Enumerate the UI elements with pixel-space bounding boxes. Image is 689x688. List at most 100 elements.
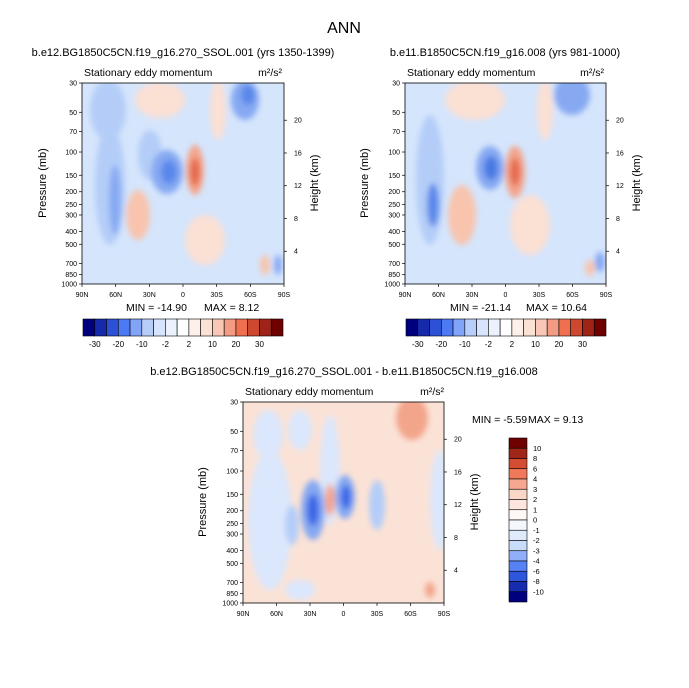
panel-1-colorbar-label: -2 [162,340,170,349]
panel-1-colorbar-swatch [94,318,107,337]
panel-1-x-tick-label: 60N [109,292,122,299]
panel-2-y-tick-label: 850 [388,272,400,279]
panel-1-colorbar-swatch [270,318,284,337]
panel-diff-y-tick-label: 500 [226,561,238,568]
panel-2-contour-neg [595,252,605,272]
panel-2: b.e11.B1850C5CN.f19_g16.008 (yrs 981-100… [359,47,643,349]
panel-1-colorbar-swatch [188,318,201,337]
panel-diff-colorbar-swatch [508,499,528,511]
panel-1-contour-neg [161,160,177,184]
panel-2-colorbar-label: 2 [510,340,515,349]
panel-2-x-tick-label: 0 [504,292,508,299]
panel-diff-y-tick-label: 70 [230,448,238,455]
panel-2-colorbar-label: 20 [554,340,563,349]
panel-1-colorbar-swatch [259,318,272,337]
panel-2-x-tick-label: 30S [533,292,546,299]
panel-diff-x-tick-label: 90N [237,611,250,618]
panel-2-colorbar-swatch [593,318,607,337]
panel-1-contour-pos [126,190,150,240]
panel-2-contour-neg [554,83,590,115]
panel-2-colorbar-swatch [429,318,442,337]
panel-diff-colorbar-swatch [508,519,528,531]
panel-diff-colorbar-label: 10 [533,444,541,453]
panel-diff-y-tick-label: 700 [226,580,238,587]
panel-1-colorbar-swatch [141,318,154,337]
panel-2-colorbar-swatch [488,318,501,337]
panel-1-contour-neg [274,255,282,275]
panel-diff-x-tick-label: 30N [304,611,317,618]
panel-1-y-tick-label: 50 [69,110,77,117]
panel-2-y-tick-label: 400 [388,229,400,236]
panel-2-colorbar-swatch [476,318,489,337]
panel-diff-colorbar-label: 2 [533,495,537,504]
panel-diff-colorbar-label: -3 [533,546,540,555]
panel-diff-y-tick-label: 1000 [222,601,238,608]
panel-diff-colorbar-label: -1 [533,526,540,535]
figure-title: ANN [327,20,361,37]
panel-diff-colorbar-label: 8 [533,454,537,463]
panel-2-y-tick-label: 1000 [384,282,400,289]
panel-2-height-tick-label: 20 [616,118,624,125]
panel-2-y-tick-label: 700 [388,261,400,268]
panel-2-colorbar-label: 10 [531,340,540,349]
panel-1-colorbar-swatch [247,318,260,337]
panel-diff-min-label: MIN = -5.59 [472,414,527,426]
panel-1-colorbar-swatch [176,318,190,337]
panel-1-colorbar-swatch [223,318,237,337]
panel-1-x-tick-label: 30S [210,292,223,299]
panel-2-colorbar: -30 -20 -10 -2 2 10 20 30 [405,318,607,349]
panel-1-x-tick-label: 0 [181,292,185,299]
panel-1-colorbar-swatch [153,318,166,337]
panel-diff-contour-neg [288,410,312,450]
panel-2-y-tick-label: 30 [392,81,400,88]
panel-2-units: m²/s² [580,67,604,79]
panel-diff-colorbar-swatch [508,447,528,459]
panel-diff-colorbar-swatch [508,591,528,603]
panel-1-colorbar-label: 30 [255,340,264,349]
panel-1-contour-pos [210,83,226,140]
panel-2-contour-neg [416,115,444,245]
panel-diff-y-tick-label: 850 [226,591,238,598]
panel-diff-colorbar-label: -4 [533,557,540,566]
panel-1-colorbar-label: -10 [136,340,148,349]
panel-diff-y-tick-label: 150 [226,492,238,499]
panel-2-max-label: MAX = 10.64 [526,302,587,314]
panel-2-colorbar-label: -30 [412,340,424,349]
panel-2-contour-neg [427,183,439,227]
panel-2-contour-neg [484,156,498,180]
panel-diff-contour-neg [248,450,292,590]
panel-1-y-tick-label: 500 [65,242,77,249]
panel-diff-contour-neg [341,485,351,509]
panel-1-colorbar-swatch [165,318,178,337]
panel-1-min-label: MIN = -14.90 [126,302,187,314]
panel-diff-colorbar-swatch [508,550,528,562]
panel-2-height-tick-label: 16 [616,150,624,157]
panel-diff-units: m²/s² [420,386,444,398]
panel-1-y-tick-label: 30 [69,81,77,88]
panel-2-contour-pos [448,185,476,245]
panel-1-contour-pos [135,83,185,118]
panel-diff-x-tick-label: 90S [438,611,451,618]
panel-1-y-tick-label: 700 [65,261,77,268]
panel-1-y-tick-label: 100 [65,150,77,157]
panel-2-colorbar-swatch [452,318,466,337]
panel-2-y-tick-label: 50 [392,110,400,117]
panel-1-y-tick-label: 200 [65,189,77,196]
panel-2-height-tick-label: 12 [616,183,624,190]
panel-2-y-tick-label: 300 [388,212,400,219]
panel-diff-contour-neg [369,480,385,530]
panel-1-colorbar-label: -30 [89,340,101,349]
panel-2-colorbar-label: -2 [485,340,493,349]
panel-2-colorbar-label: -20 [436,340,448,349]
panel-diff-contour-neg [430,450,444,550]
panel-diff-colorbar-label: 1 [533,505,537,514]
panel-1-colorbar-swatch [117,318,131,337]
panel-diff-height-tick-label: 12 [454,502,462,509]
panel-1-height-tick-label: 20 [294,118,302,125]
panel-1-y-tick-label: 250 [65,202,77,209]
panel-1-y-label: Pressure (mb) [37,148,49,218]
panel-2-colorbar-swatch [499,318,513,337]
panel-2-colorbar-swatch [417,318,430,337]
panel-1-contour-neg [90,83,126,140]
